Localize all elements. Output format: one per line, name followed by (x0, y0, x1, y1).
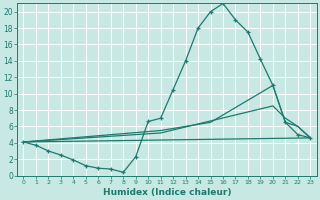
X-axis label: Humidex (Indice chaleur): Humidex (Indice chaleur) (103, 188, 231, 197)
